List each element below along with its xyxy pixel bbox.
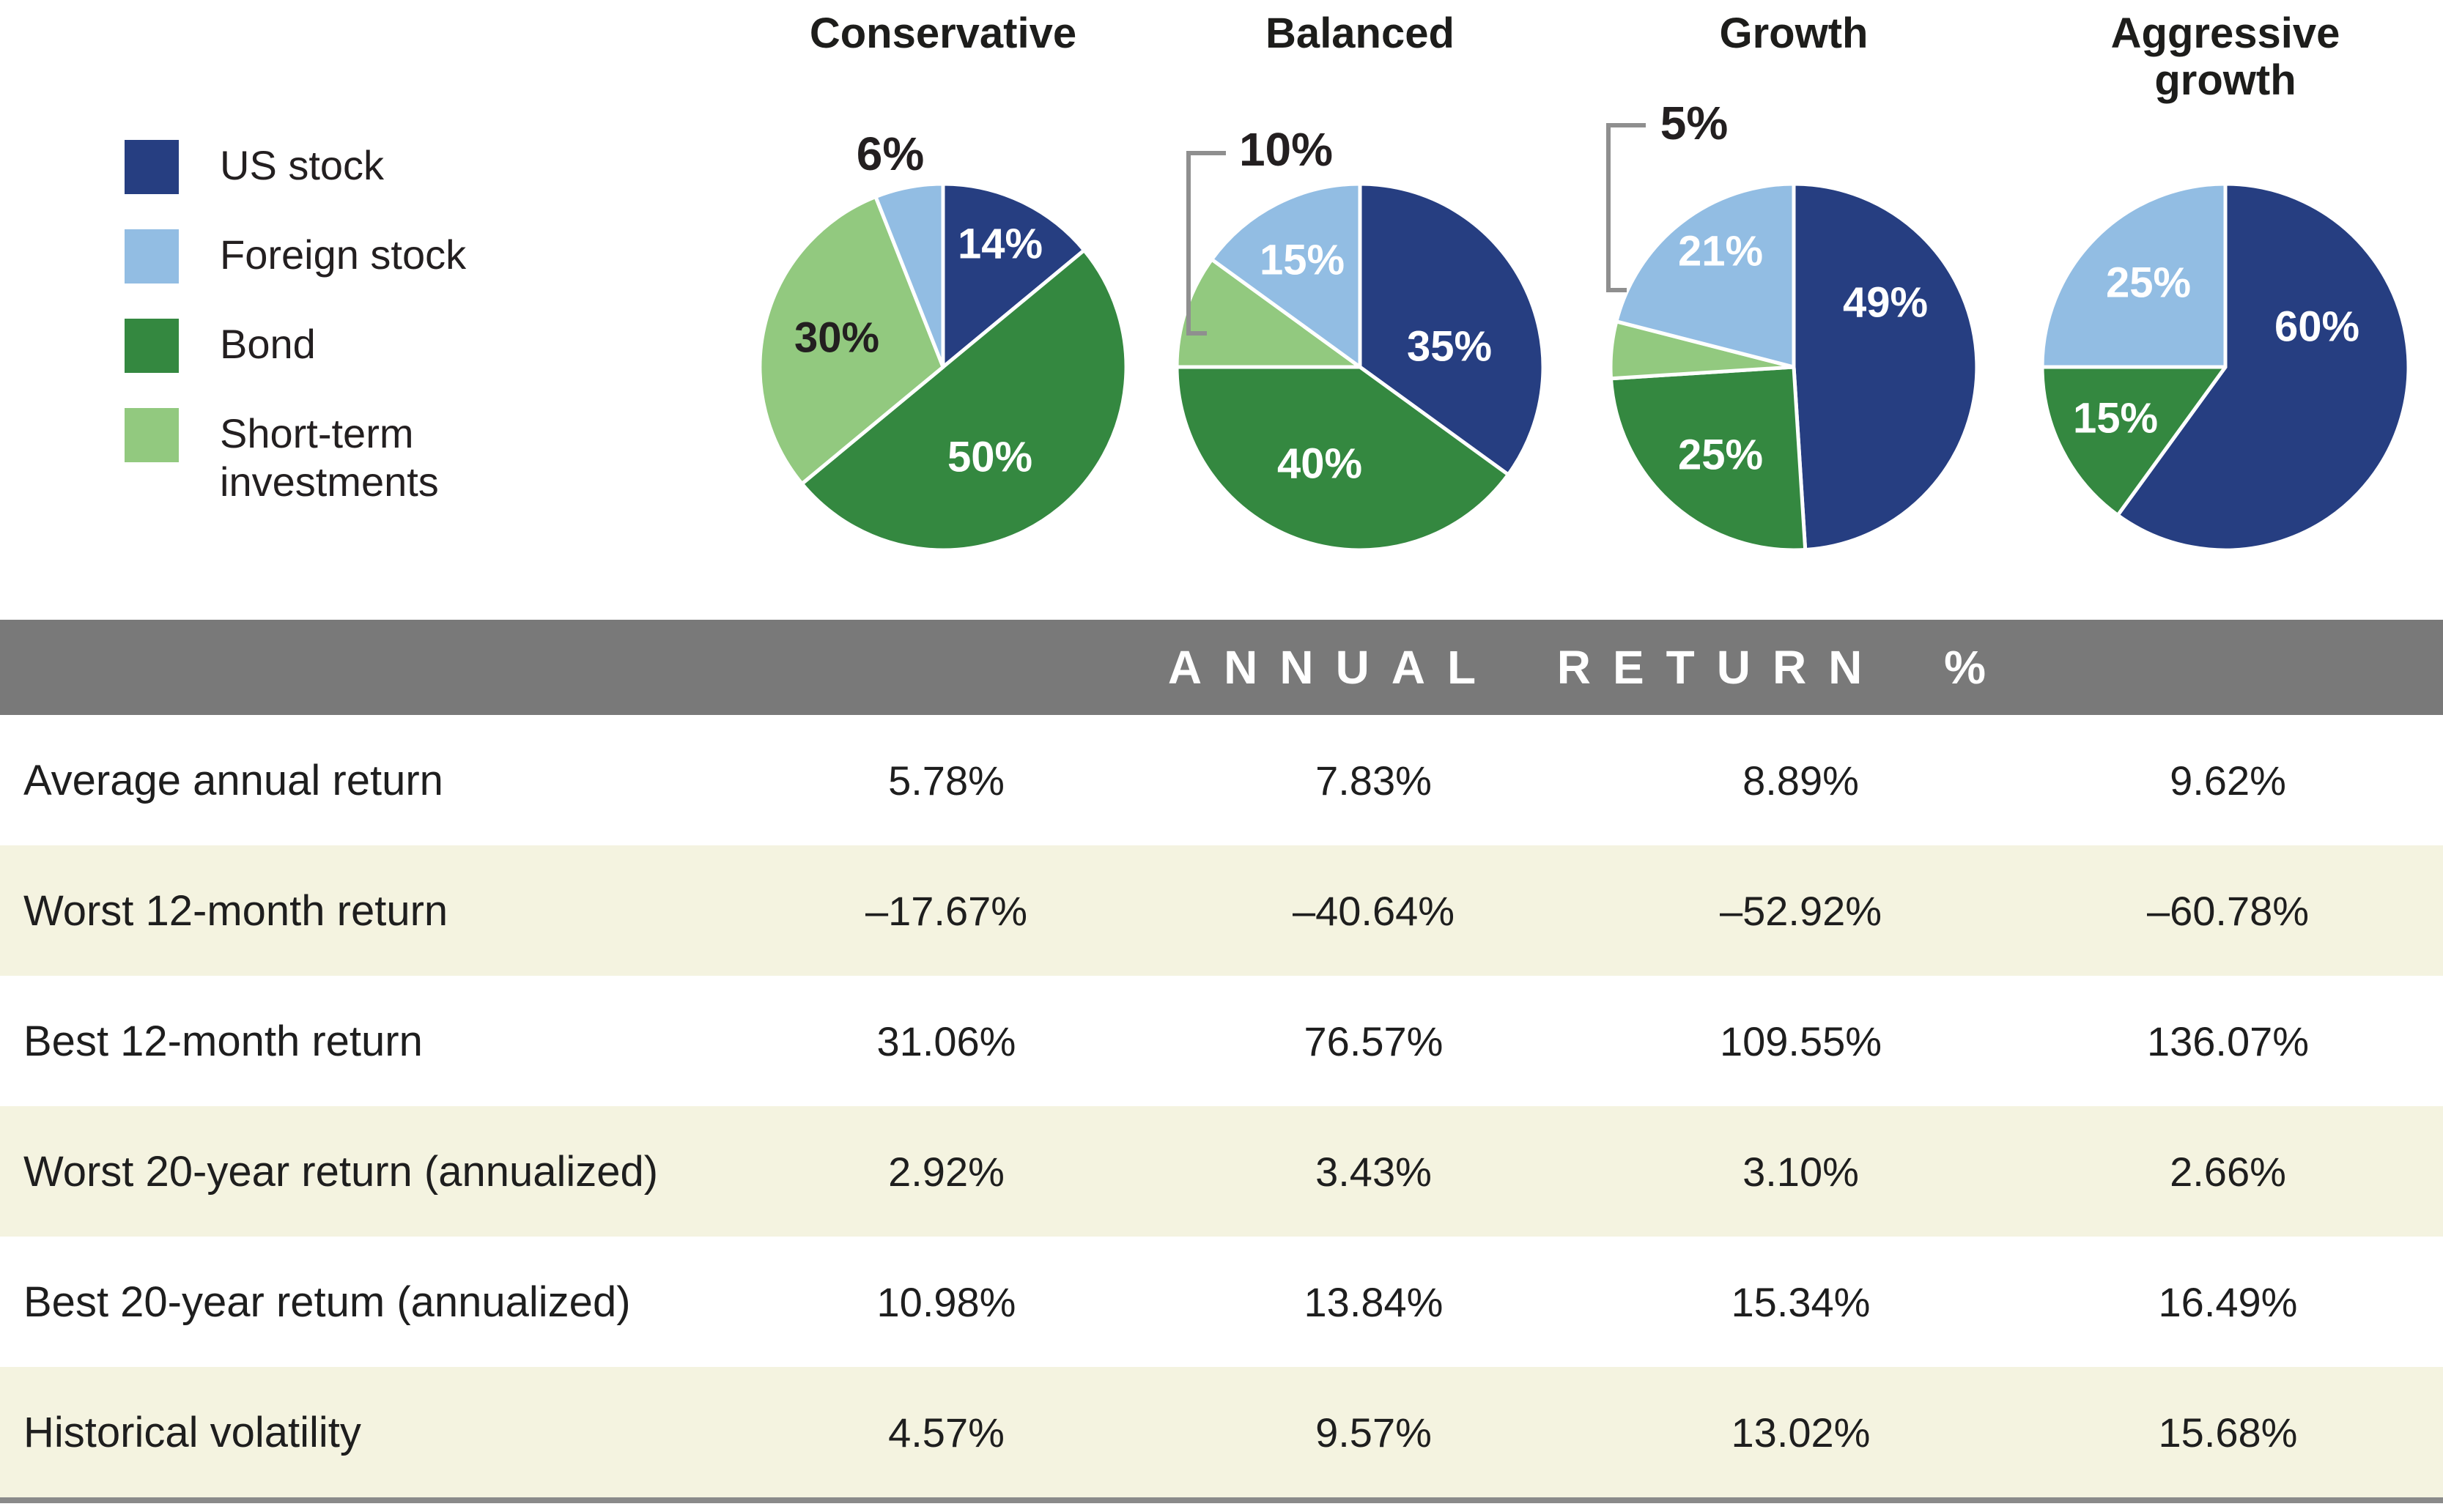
row-label: Worst 12-month return [23, 886, 448, 935]
cell-value: 3.43% [1315, 1148, 1432, 1195]
pie-slice-us_stock [2115, 182, 2411, 552]
cell-value: 8.89% [1742, 757, 1859, 804]
row-label: Worst 20-year return (annualized) [23, 1147, 659, 1196]
pie-slice-foreign_stock [1210, 182, 1362, 369]
pie-slice-bond [1609, 365, 1808, 552]
pie-chart-growth: 49% 25% 21% [1603, 177, 1984, 557]
pie-slice-short_term [1175, 257, 1362, 369]
pie-svg [2040, 182, 2411, 552]
pie-slice-us_stock [1792, 182, 1979, 552]
slice-value-label: 40% [1276, 440, 1363, 488]
pie-title-conservative: Conservative [809, 10, 1077, 57]
table-row: Best 12-month return 31.06% 76.57% 109.5… [0, 976, 2443, 1106]
table-title: ANNUAL RETURN % [1167, 641, 2008, 694]
cell-value: 31.06% [876, 1018, 1016, 1064]
pie-slice-foreign_stock [1614, 182, 1796, 369]
row-label: Best 20-year retum (annualized) [23, 1278, 631, 1326]
row-label: Historical volatility [23, 1408, 361, 1456]
cell-value: 5.78% [888, 757, 1005, 804]
short-term-swatch [125, 408, 179, 462]
table-row: Historical volatility 4.57% 9.57% 13.02%… [0, 1367, 2443, 1497]
slice-value-label: 14% [957, 220, 1043, 268]
cell-value: 76.57% [1304, 1018, 1444, 1064]
table-row: Worst 12-month return –17.67% –40.64% –5… [0, 845, 2443, 976]
cell-value: 15.68% [2158, 1409, 2298, 1456]
row-label: Best 12-month return [23, 1017, 423, 1065]
pie-slice-short_term [758, 195, 945, 486]
callout-label-balanced-short-term: 10% [1238, 123, 1334, 176]
pie-slice-bond [1175, 365, 1510, 552]
table-header-bar: ANNUAL RETURN % [0, 620, 2443, 715]
cell-value: 10.98% [876, 1278, 1016, 1325]
legend-label: Bond [220, 321, 316, 367]
cell-value: 9.62% [2170, 757, 2286, 804]
pie-slice-bond [799, 248, 1128, 552]
legend-item-us-stock: US stock [125, 140, 484, 194]
pie-title-balanced: Balanced [1265, 10, 1455, 57]
callout-bracket [1186, 151, 1226, 336]
legend-label: US stock [220, 142, 385, 188]
slice-value-label: 35% [1406, 322, 1493, 371]
pie-chart-conservative: 14% 50% 30% [753, 177, 1134, 557]
pie-slice-foreign_stock [873, 182, 945, 369]
legend-item-short-term: Short-term investments [125, 408, 484, 506]
pie-slice-bond [2040, 365, 2228, 517]
pie-title-growth: Growth [1719, 10, 1869, 57]
foreign-stock-swatch [125, 229, 179, 284]
cell-value: 4.57% [888, 1409, 1005, 1456]
slice-value-label: 21% [1677, 227, 1764, 275]
cell-value: 136.07% [2146, 1018, 2310, 1064]
table-row: Worst 20-year return (annualized) 2.92% … [0, 1106, 2443, 1237]
cell-value: –17.67% [865, 887, 1028, 934]
bond-swatch [125, 319, 179, 373]
slice-value-label: 50% [947, 433, 1033, 481]
slice-value-label: 30% [794, 314, 880, 362]
slice-value-label: 25% [1677, 431, 1764, 479]
cell-value: 7.83% [1315, 757, 1432, 804]
cell-value: 3.10% [1742, 1148, 1859, 1195]
slice-value-label: 60% [2274, 303, 2360, 351]
pie-slice-foreign_stock [2040, 182, 2228, 369]
cell-value: 2.66% [2170, 1148, 2286, 1195]
annual-return-table: Average annual return 5.78% 7.83% 8.89% … [0, 715, 2443, 1503]
pie-slice-us_stock [1358, 182, 1545, 477]
callout-label-growth-short-term: 5% [1660, 97, 1729, 149]
pie-svg [758, 182, 1128, 552]
legend-label: Foreign stock [220, 231, 467, 278]
slice-value-label: 25% [2105, 259, 2192, 307]
pie-chart-aggressive-growth: 60% 15% 25% [2035, 177, 2416, 557]
legend-label: Short-term investments [220, 410, 439, 505]
callout-bracket [1606, 123, 1646, 292]
cell-value: –60.78% [2146, 887, 2310, 934]
slice-value-label: 15% [1259, 236, 1345, 284]
cell-value: –40.64% [1292, 887, 1455, 934]
cell-value: –52.92% [1719, 887, 1882, 934]
us-stock-swatch [125, 140, 179, 194]
legend-item-foreign-stock: Foreign stock [125, 229, 484, 284]
cell-value: 15.34% [1731, 1278, 1871, 1325]
pie-chart-balanced: 35% 40% 15% [1169, 177, 1551, 557]
cell-value: 16.49% [2158, 1278, 2298, 1325]
cell-value: 109.55% [1719, 1018, 1882, 1064]
row-label: Average annual return [23, 756, 443, 804]
pie-title-aggressive-growth: Aggressive growth [2110, 10, 2340, 104]
callout-label-conservative-foreign: 6% [856, 127, 925, 180]
pie-slice-us_stock [941, 182, 1087, 369]
table-row: Best 20-year retum (annualized) 10.98% 1… [0, 1237, 2443, 1367]
pie-svg [1608, 182, 1979, 552]
cell-value: 2.92% [888, 1148, 1005, 1195]
table-row: Average annual return 5.78% 7.83% 8.89% … [0, 715, 2443, 845]
cell-value: 13.84% [1304, 1278, 1444, 1325]
slice-value-label: 49% [1842, 278, 1929, 327]
legend-item-bond: Bond [125, 319, 484, 373]
cell-value: 9.57% [1315, 1409, 1432, 1456]
slice-value-label: 15% [2072, 394, 2159, 442]
pie-svg [1175, 182, 1545, 552]
legend: US stock Foreign stock Bond Short-term i… [125, 140, 484, 541]
cell-value: 13.02% [1731, 1409, 1871, 1456]
